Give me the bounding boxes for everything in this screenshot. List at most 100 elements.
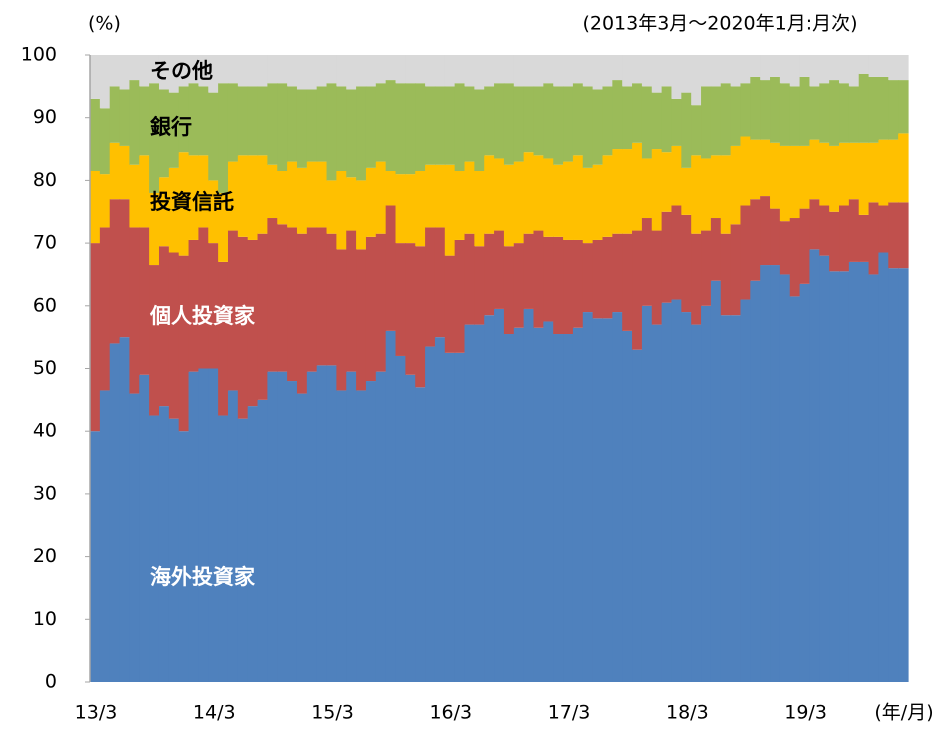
- bar-segment: [365, 236, 377, 382]
- bar-segment: [129, 393, 140, 682]
- series-label: 海外投資家: [150, 565, 256, 589]
- bar-segment: [720, 315, 732, 682]
- bar-segment: [99, 227, 111, 391]
- bar-segment: [710, 218, 722, 281]
- bar-segment: [434, 164, 446, 228]
- bar-segment: [898, 202, 909, 269]
- bar-segment: [641, 86, 653, 159]
- bar-segment: [218, 55, 229, 84]
- bar-segment: [543, 158, 554, 237]
- bar-segment: [316, 161, 328, 228]
- bar-segment: [346, 55, 357, 90]
- bar-segment: [553, 236, 564, 335]
- bar-segment: [198, 227, 209, 369]
- bar-segment: [415, 55, 426, 84]
- bar-segment: [385, 55, 397, 81]
- bar-segment: [237, 418, 249, 682]
- bar-segment: [385, 205, 397, 331]
- bar-segment: [306, 371, 318, 682]
- bar-segment: [533, 55, 544, 87]
- bar-segment: [839, 83, 850, 143]
- bar-segment: [720, 155, 732, 234]
- bar-segment: [691, 105, 702, 156]
- bar-segment: [681, 92, 692, 168]
- bar-segment: [760, 265, 771, 682]
- bar-segment: [168, 252, 180, 419]
- bar-segment: [198, 368, 209, 682]
- bar-segment: [503, 55, 515, 84]
- bar-segment: [701, 55, 712, 87]
- bar-segment: [365, 167, 377, 237]
- bar-segment: [188, 239, 200, 372]
- bar-segment: [474, 89, 485, 171]
- bar-segment: [523, 152, 535, 234]
- bar-segment: [326, 365, 337, 682]
- bar-segment: [809, 139, 820, 200]
- bar-segment: [464, 324, 475, 682]
- bar-segment: [691, 233, 702, 325]
- bar-segment: [878, 205, 889, 253]
- bar-segment: [582, 86, 594, 168]
- bar-segment: [868, 274, 880, 682]
- bar-segment: [395, 55, 406, 84]
- bar-segment: [227, 230, 239, 391]
- bar-segment: [848, 199, 860, 262]
- x-tick-label: 15/3: [311, 702, 354, 724]
- bar-segment: [336, 170, 347, 250]
- bar-segment: [405, 83, 416, 175]
- bar-segment: [543, 83, 554, 159]
- bar-segment: [129, 227, 140, 394]
- bar-segment: [898, 133, 909, 203]
- series-label: 銀行: [150, 115, 192, 139]
- bar-segment: [474, 55, 485, 90]
- bar-segment: [188, 55, 200, 84]
- bar-segment: [237, 86, 249, 156]
- bar-segment: [257, 86, 268, 156]
- bar-segment: [296, 233, 308, 394]
- bar-segment: [287, 161, 298, 228]
- bar-segment: [375, 161, 387, 234]
- bar-segment: [395, 243, 406, 356]
- bar-segment: [641, 305, 653, 682]
- bar-segment: [257, 155, 268, 234]
- x-unit-label: (年/月): [874, 702, 933, 724]
- bar-segment: [513, 161, 525, 244]
- bar-segment: [770, 142, 781, 209]
- bar-segment: [878, 76, 889, 140]
- bar-segment: [848, 261, 860, 682]
- bar-segment: [277, 83, 288, 171]
- bar-segment: [839, 142, 850, 206]
- bar-segment: [760, 139, 771, 197]
- bar-segment: [740, 136, 751, 206]
- bar-segment: [178, 55, 190, 87]
- bar-segment: [454, 352, 466, 682]
- bar-segment: [90, 431, 101, 682]
- bar-segment: [582, 243, 594, 313]
- bar-segment: [503, 246, 515, 335]
- bar-segment: [90, 98, 101, 171]
- bar-segment: [839, 205, 850, 272]
- bar-segment: [247, 239, 259, 407]
- bar-segment: [296, 393, 308, 682]
- bar-segment: [622, 233, 633, 331]
- bar-segment: [198, 86, 209, 156]
- bar-segment: [651, 230, 663, 325]
- bar-segment: [287, 381, 298, 682]
- bar-segment: [346, 89, 357, 178]
- bar-segment: [316, 227, 328, 366]
- bar-segment: [513, 243, 525, 328]
- bar-segment: [779, 55, 791, 84]
- bar-segment: [139, 86, 150, 156]
- bar-segment: [484, 155, 495, 234]
- bar-segment: [533, 327, 544, 682]
- bar-segment: [326, 55, 337, 84]
- bar-segment: [218, 83, 229, 193]
- y-tick-label: 50: [33, 357, 57, 379]
- bar-segment: [878, 252, 889, 682]
- x-tick-label: 18/3: [666, 702, 709, 724]
- bar-segment: [356, 55, 367, 87]
- bar-segment: [90, 243, 101, 432]
- y-tick-label: 30: [33, 482, 57, 504]
- bar-segment: [641, 218, 653, 306]
- bar-segment: [868, 76, 880, 143]
